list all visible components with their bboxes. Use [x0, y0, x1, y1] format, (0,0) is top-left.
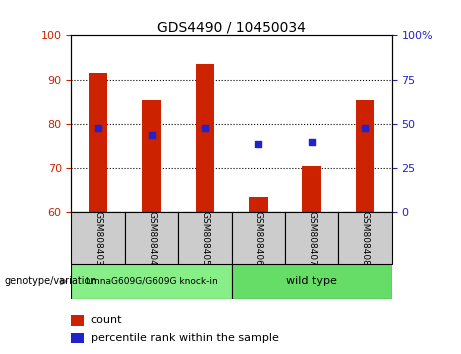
Bar: [71, 315, 84, 326]
Bar: [178, 212, 231, 264]
Point: [201, 126, 209, 131]
Point: [361, 126, 369, 131]
Bar: [195, 64, 214, 212]
Point: [148, 132, 155, 138]
Bar: [338, 212, 392, 264]
Point: [308, 139, 315, 144]
Text: count: count: [91, 315, 122, 325]
Text: GSM808406: GSM808406: [254, 211, 263, 266]
Point: [95, 126, 102, 131]
Bar: [125, 212, 178, 264]
Bar: [71, 212, 125, 264]
Text: GSM808405: GSM808405: [201, 211, 209, 266]
Bar: [249, 197, 268, 212]
Title: GDS4490 / 10450034: GDS4490 / 10450034: [157, 20, 306, 34]
Bar: [89, 73, 107, 212]
Bar: [285, 212, 338, 264]
Text: GSM808403: GSM808403: [94, 211, 103, 266]
Bar: [71, 264, 231, 299]
Text: GSM808404: GSM808404: [147, 211, 156, 266]
Text: GSM808407: GSM808407: [307, 211, 316, 266]
Bar: [356, 99, 374, 212]
Bar: [302, 166, 321, 212]
Text: GSM808408: GSM808408: [361, 211, 370, 266]
Text: LmnaG609G/G609G knock-in: LmnaG609G/G609G knock-in: [86, 277, 218, 286]
Bar: [142, 99, 161, 212]
Bar: [71, 333, 84, 343]
Text: percentile rank within the sample: percentile rank within the sample: [91, 333, 278, 343]
Text: wild type: wild type: [286, 276, 337, 286]
Point: [254, 141, 262, 147]
Bar: [231, 212, 285, 264]
Bar: [231, 264, 392, 299]
Text: genotype/variation: genotype/variation: [5, 276, 97, 286]
